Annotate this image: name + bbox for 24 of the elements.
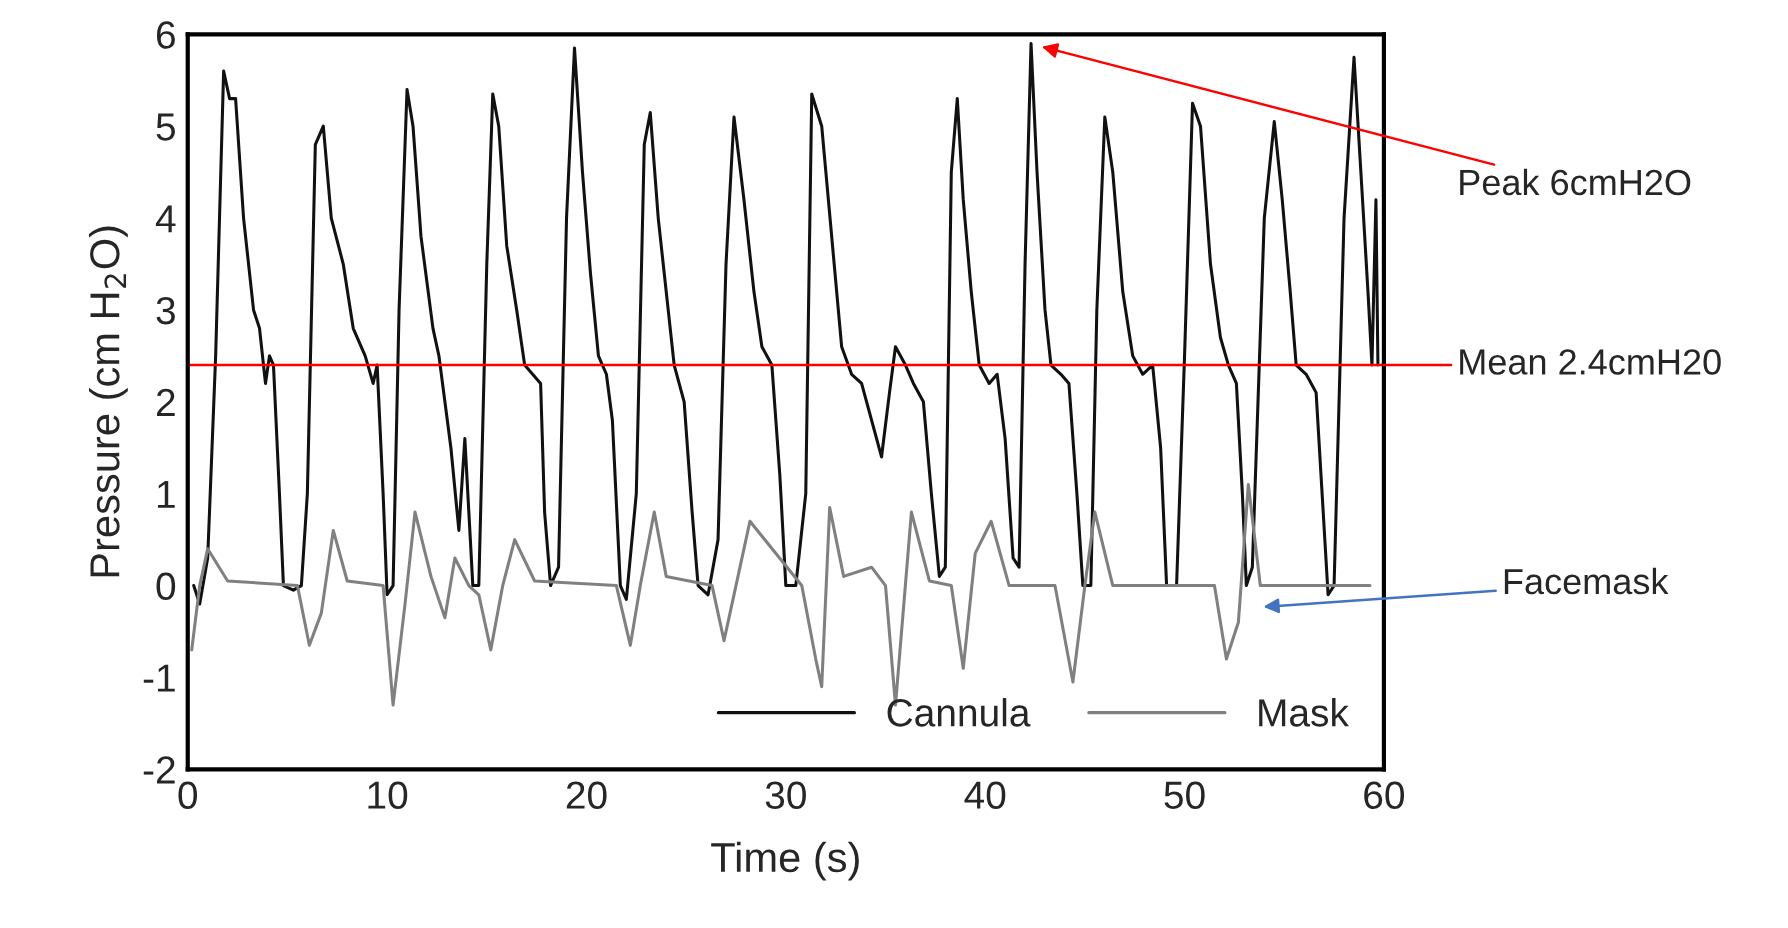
y-tick-label: -1 <box>143 664 175 692</box>
x-tick-label: 20 <box>566 781 607 809</box>
x-tick-label: 40 <box>964 781 1006 809</box>
x-axis-title: Time (s) <box>711 841 859 881</box>
ref-line-label: Mean 2.4cmH20 <box>1460 349 1721 375</box>
x-tick-label: 0 <box>178 781 198 809</box>
y-tick-label: -2 <box>143 756 175 784</box>
text: Facemask <box>1504 567 1669 595</box>
y-tick-label: 3 <box>156 296 175 325</box>
y-tick-label: 5 <box>156 113 175 141</box>
y-tick-label: 2 <box>156 388 175 416</box>
x-tick-label: 30 <box>765 781 806 809</box>
y-axis-title: Pressure (cm H$_{2}$O) <box>89 226 128 577</box>
y-tick-label: 1 <box>157 481 175 508</box>
legend-label: Mask <box>1259 698 1349 727</box>
x-tick-label: 10 <box>368 781 408 809</box>
line-series <box>192 41 1380 606</box>
x-tick-label: 50 <box>1164 781 1205 809</box>
legend-label: Cannula <box>887 698 1031 727</box>
y-tick-label: 4 <box>155 205 176 233</box>
y-tick-label: 6 <box>156 21 175 49</box>
x-tick-label: 60 <box>1364 781 1405 809</box>
y-tick-label: 0 <box>156 572 176 601</box>
text: Peak 6cmH2O <box>1460 168 1691 196</box>
